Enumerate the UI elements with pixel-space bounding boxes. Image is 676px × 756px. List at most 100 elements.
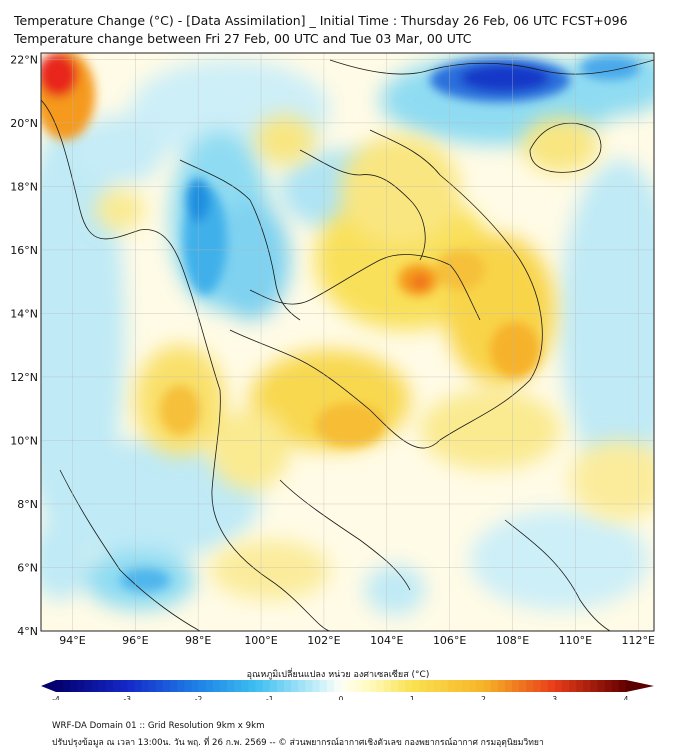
colorbar-tick-label: -4 [52, 695, 60, 700]
colorbar-segment [91, 680, 100, 692]
longitude-tick-label: 106°E [433, 634, 466, 647]
colorbar-segment [255, 680, 264, 692]
colorbar-tick-label: -2 [195, 695, 203, 700]
colorbar-segment [341, 680, 349, 692]
colorbar-segment [241, 680, 249, 692]
colorbar-segment [355, 680, 363, 692]
colorbar-segment [383, 680, 392, 692]
colorbar-segment [426, 680, 435, 692]
colorbar-segment [162, 680, 171, 692]
colorbar-title: อุณหภูมิเปลี่ยนแปลง หน่วย องศาเซลเซียส (… [246, 670, 430, 680]
colorbar-segment [376, 680, 385, 692]
footer-model-info: WRF-DA Domain 01 :: Grid Resolution 9km … [52, 721, 265, 731]
colorbar-segment [269, 680, 278, 692]
colorbar-max-arrow [626, 680, 654, 692]
longitude-tick-label: 100°E [244, 634, 277, 647]
colorbar-segment [105, 680, 114, 692]
latitude-tick-label: 14°N [10, 307, 38, 320]
colorbar-segment [433, 680, 442, 692]
colorbar-segment [248, 680, 256, 692]
colorbar-segment [469, 680, 477, 692]
colorbar-tick-label: 4 [624, 695, 629, 700]
temperature-change-map: 22°N 20°N 18°N 16°N 14°N 12°N 10°N 8°N 6°N 4°N 94… [10, 52, 655, 700]
colorbar-segment [234, 680, 242, 692]
colorbar-segment [447, 680, 456, 692]
colorbar-min-arrow [41, 680, 56, 692]
colorbar-segment [398, 680, 406, 692]
latitude-tick-label: 12°N [10, 371, 38, 384]
coastlines-and-borders [41, 59, 654, 631]
colorbar-segment [540, 680, 549, 692]
colorbar-tick-label: 1 [410, 695, 415, 700]
chart-title: Temperature Change (°C) - [Data Assimila… [14, 13, 628, 28]
colorbar-segment [84, 680, 93, 692]
colorbar-segment [455, 680, 463, 692]
colorbar-segment [77, 680, 85, 692]
colorbar-segment [205, 680, 214, 692]
colorbar-segment [63, 680, 71, 692]
latitude-tick-label: 18°N [10, 180, 38, 193]
colorbar-segment [191, 680, 199, 692]
colorbar-segment [476, 680, 484, 692]
colorbar-segment [519, 680, 527, 692]
colorbar-segment [369, 680, 378, 692]
colorbar-segment [561, 680, 570, 692]
colorbar-tick-label: 0 [339, 695, 344, 700]
colorbar-segment [305, 680, 313, 692]
colorbar-segment [98, 680, 107, 692]
colorbar-segment [390, 680, 399, 692]
colorbar-segment [569, 680, 577, 692]
latitude-tick-label: 4°N [17, 625, 38, 638]
colorbar-segment [405, 680, 413, 692]
colorbar-segment [70, 680, 78, 692]
colorbar-segment [148, 680, 157, 692]
footer-credits: ปรับปรุงข้อมูล ณ เวลา 13:00น. วัน พฤ. ที… [52, 738, 544, 748]
longitude-tick-label: 108°E [496, 634, 529, 647]
colorbar-segment [291, 680, 299, 692]
colorbar-segment [198, 680, 207, 692]
hot-cores [41, 53, 540, 447]
graticule [41, 53, 654, 632]
longitude-labels: 94°E 96°E 98°E 100°E 102°E 104°E 106°E 108°E 110… [59, 634, 655, 647]
colorbar-segment [326, 680, 335, 692]
warm-zones [95, 115, 654, 600]
colorbar-segment [348, 680, 356, 692]
colorbar-segment [319, 680, 328, 692]
map-frame [40, 52, 655, 632]
colorbar-segment [462, 680, 470, 692]
colorbar-segment [362, 680, 370, 692]
colorbar-segment [177, 680, 185, 692]
colorbar: -4 -3 -2 -1 0 1 2 3 4 [41, 680, 654, 700]
colorbar-segment [604, 680, 613, 692]
colorbar-segment [440, 680, 449, 692]
longitude-tick-label: 112°E [622, 634, 655, 647]
latitude-tick-label: 6°N [17, 561, 38, 574]
colorbar-segment [526, 680, 534, 692]
colorbar-segment [547, 680, 556, 692]
colorbar-segment [170, 680, 178, 692]
colorbar-segment [134, 680, 142, 692]
colorbar-segment [590, 680, 598, 692]
colorbar-segment [497, 680, 506, 692]
chart-subtitle: Temperature change between Fri 27 Feb, 0… [14, 31, 472, 46]
colorbar-segment [512, 680, 520, 692]
colorbar-segment [333, 680, 342, 692]
cold-cores [120, 56, 640, 592]
latitude-tick-label: 8°N [17, 498, 38, 511]
longitude-tick-label: 102°E [307, 634, 340, 647]
colorbar-segment [597, 680, 606, 692]
colorbar-segment [298, 680, 306, 692]
colorbar-segment [554, 680, 563, 692]
longitude-tick-label: 104°E [370, 634, 403, 647]
colorbar-segment [155, 680, 164, 692]
latitude-labels: 22°N 20°N 18°N 16°N 14°N 12°N 10°N 8°N 6°N 4°N [10, 53, 38, 638]
colorbar-segment [262, 680, 271, 692]
colorbar-segment [490, 680, 499, 692]
latitude-tick-label: 10°N [10, 434, 38, 447]
colorbar-segment [120, 680, 128, 692]
colorbar-tick-label: -1 [266, 695, 274, 700]
colorbar-segment [113, 680, 121, 692]
colorbar-segment [576, 680, 584, 692]
colorbar-segment [184, 680, 192, 692]
latitude-tick-label: 22°N [10, 53, 38, 66]
